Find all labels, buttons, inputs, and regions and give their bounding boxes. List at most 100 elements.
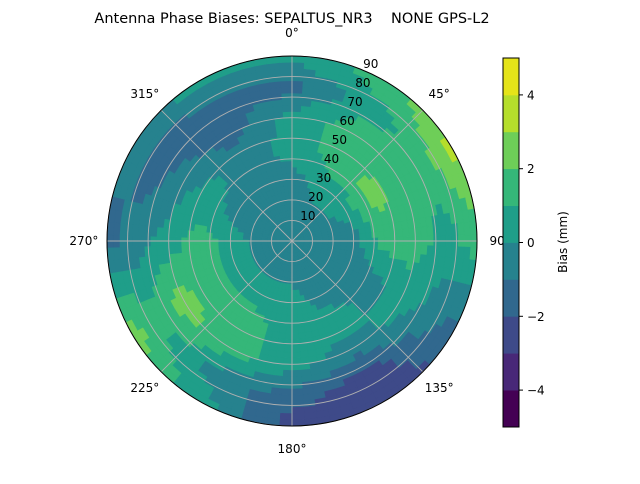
contour-cell [132, 224, 139, 235]
contour-cell [292, 296, 296, 302]
contour-cell [278, 333, 285, 340]
contour-cell [292, 161, 298, 167]
radial-tick-20: 20 [308, 190, 323, 204]
contour-cell [206, 249, 213, 256]
contour-cell [292, 333, 299, 339]
contour-cell [279, 149, 286, 156]
colorbar-tick: −4 [527, 384, 545, 398]
contour-cell [281, 389, 292, 396]
contour-cell [298, 320, 304, 327]
contour-cell [288, 186, 292, 192]
contour-cell [187, 244, 194, 252]
contour-cell [292, 99, 302, 105]
contour-cell [200, 231, 207, 238]
contour-cell [283, 118, 292, 124]
contour-cell [175, 245, 182, 253]
contour-cell [126, 224, 133, 236]
contour-cell [427, 246, 434, 256]
contour-cell [286, 327, 292, 333]
colorbar-segment [503, 132, 519, 169]
contour-cell [276, 351, 285, 358]
radial-tick-70: 70 [347, 95, 362, 109]
contour-cell [451, 247, 458, 259]
contour-cell [451, 224, 458, 236]
contour-cell [156, 246, 163, 256]
contour-cell [283, 112, 292, 118]
colorbar-tick: 0 [527, 236, 535, 250]
radial-tick-30: 30 [316, 171, 331, 185]
contour-cell [218, 243, 224, 248]
radial-tick-50: 50 [332, 133, 347, 147]
colorbar-label: Bias (mm) [556, 211, 570, 273]
contour-cell [156, 227, 163, 237]
contour-cell [285, 142, 292, 148]
colorbar-tick-labels: −4 −2 0 2 4 [527, 88, 545, 397]
contour-cell [280, 68, 292, 75]
contour-cell [292, 167, 297, 173]
colorbar-segment [503, 169, 519, 206]
contour-cell [282, 382, 292, 389]
contour-cell [292, 149, 298, 155]
colorbar-segment [503, 353, 519, 390]
contour-cell [292, 155, 298, 161]
contour-cell [206, 244, 213, 250]
contour-cell [372, 232, 379, 238]
contour-cell [283, 364, 292, 370]
contour-cell [415, 227, 422, 236]
contour-cell [277, 130, 285, 137]
contour-cell [283, 105, 292, 111]
radial-tick-40: 40 [324, 152, 339, 166]
angular-tick-0: 0° [285, 26, 299, 40]
colorbar-tick: −2 [527, 310, 545, 324]
contour-cell [200, 244, 207, 251]
contour-cell [277, 136, 285, 143]
contour-cell [163, 227, 170, 236]
contour-cell [280, 155, 286, 162]
radial-tick-60: 60 [340, 114, 355, 128]
contour-cell [298, 143, 305, 150]
contour-cell [138, 225, 145, 236]
contour-cell [292, 339, 299, 345]
contour-cell [292, 130, 300, 136]
contour-cell [187, 230, 194, 238]
contour-cell [119, 247, 126, 259]
contour-cell [193, 244, 200, 251]
contour-cell [292, 358, 301, 364]
contour-cell [292, 56, 305, 63]
contour-cell [292, 413, 304, 420]
contour-cell [439, 225, 446, 236]
contour-cell [286, 321, 292, 327]
contour-cell [281, 161, 287, 168]
contour-cell [297, 314, 303, 321]
contour-cell [288, 179, 292, 185]
contour-cell [119, 223, 126, 235]
contour-cell [281, 395, 292, 402]
contour-cell [292, 124, 300, 130]
contour-cell [292, 105, 301, 111]
contour-cell [297, 308, 303, 315]
angular-tick-180: 180° [278, 442, 307, 456]
contour-cell [280, 407, 292, 414]
contour-cell [378, 231, 385, 238]
contour-cell [433, 226, 440, 237]
contour-cell [284, 130, 292, 136]
contour-cell [286, 315, 292, 321]
contour-cell [445, 246, 452, 257]
contour-cell [292, 142, 299, 148]
contour-cell [299, 136, 307, 143]
colorbar-segment [503, 206, 519, 243]
colorbar-segment [503, 58, 519, 95]
contour-cell [282, 99, 292, 105]
contour-cell [421, 227, 428, 237]
contour-cell [285, 339, 292, 345]
contour-cell [289, 192, 292, 198]
contour-cell [283, 173, 288, 180]
contour-cell [299, 130, 307, 137]
contour-cell [292, 395, 303, 402]
contour-cell [292, 284, 295, 290]
contour-cell [281, 87, 292, 94]
contour-cell [458, 247, 465, 259]
contour-cell [292, 370, 301, 376]
contour-cell [212, 233, 219, 239]
contour-cell [427, 226, 434, 236]
